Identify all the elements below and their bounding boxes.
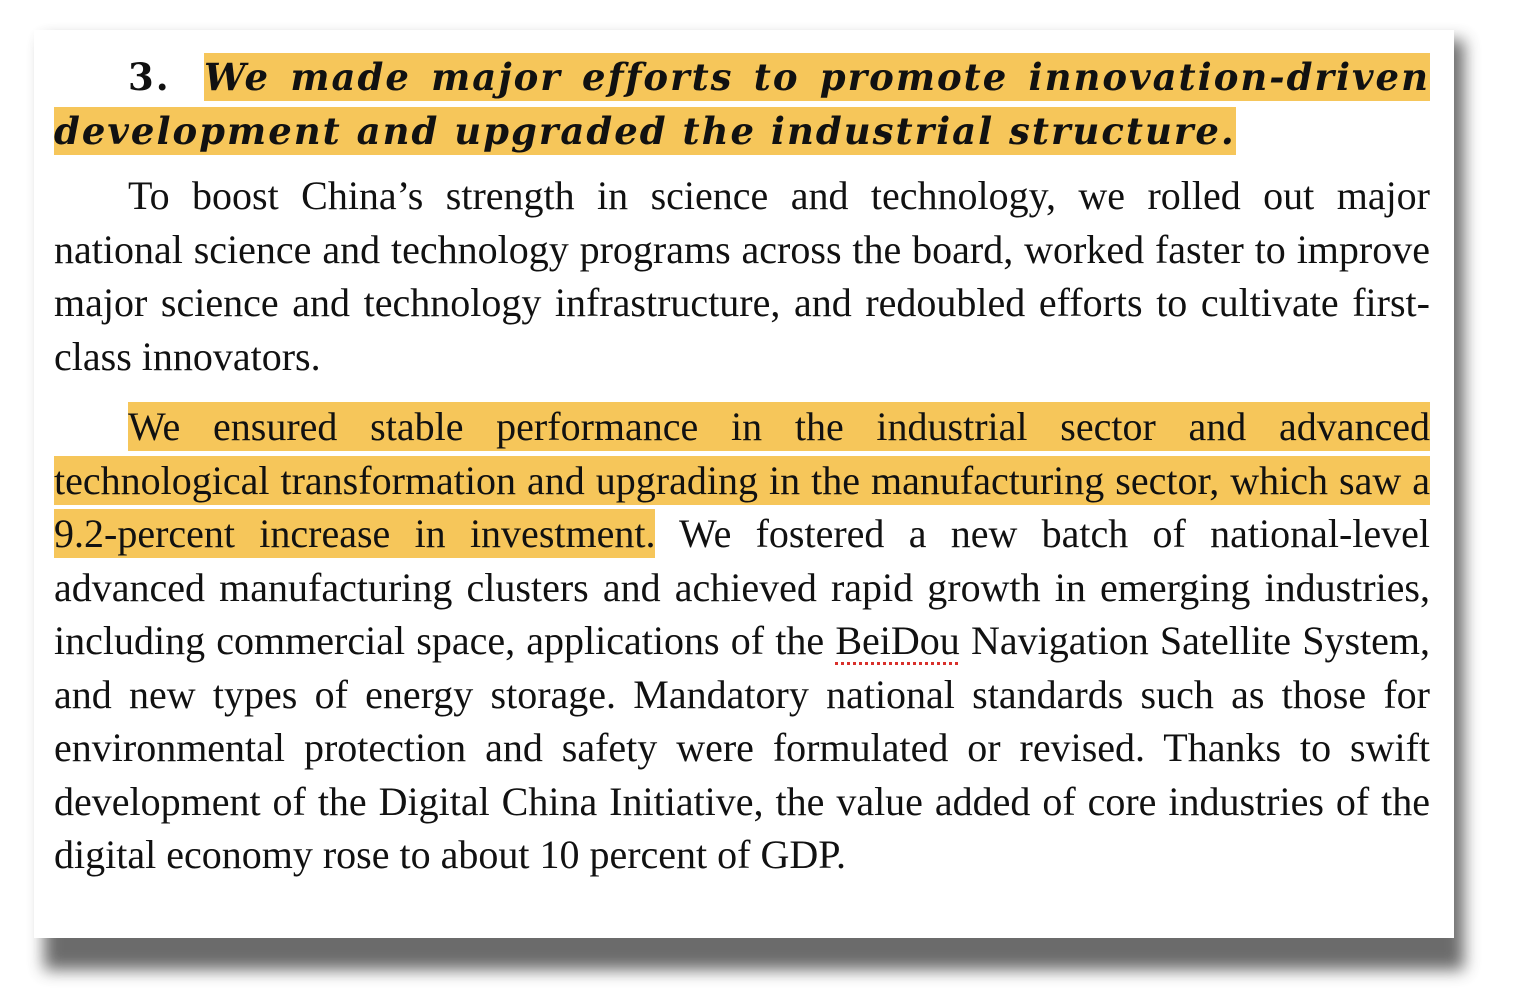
highlighted-sentence: We ensured stable performance in the ind…: [54, 402, 1430, 558]
paragraph-text: We fostered a new batch of national-leve…: [54, 511, 1431, 663]
spellcheck-flagged-word[interactable]: BeiDou: [835, 618, 960, 663]
section-heading-highlight: We made major efforts to promote innovat…: [54, 53, 1430, 155]
paragraph-science-technology: To boost China’s strength in science and…: [54, 173, 1430, 379]
paragraph-industrial-sector: We ensured stable performance in the ind…: [54, 400, 1430, 882]
section-number: 3.: [128, 55, 171, 99]
document-text: 3. We made major efforts to promote innov…: [54, 50, 1430, 882]
section-heading: 3. We made major efforts to promote innov…: [54, 50, 1430, 158]
paragraph-text-continued: Navigation Satellite System, and new typ…: [54, 618, 1430, 877]
